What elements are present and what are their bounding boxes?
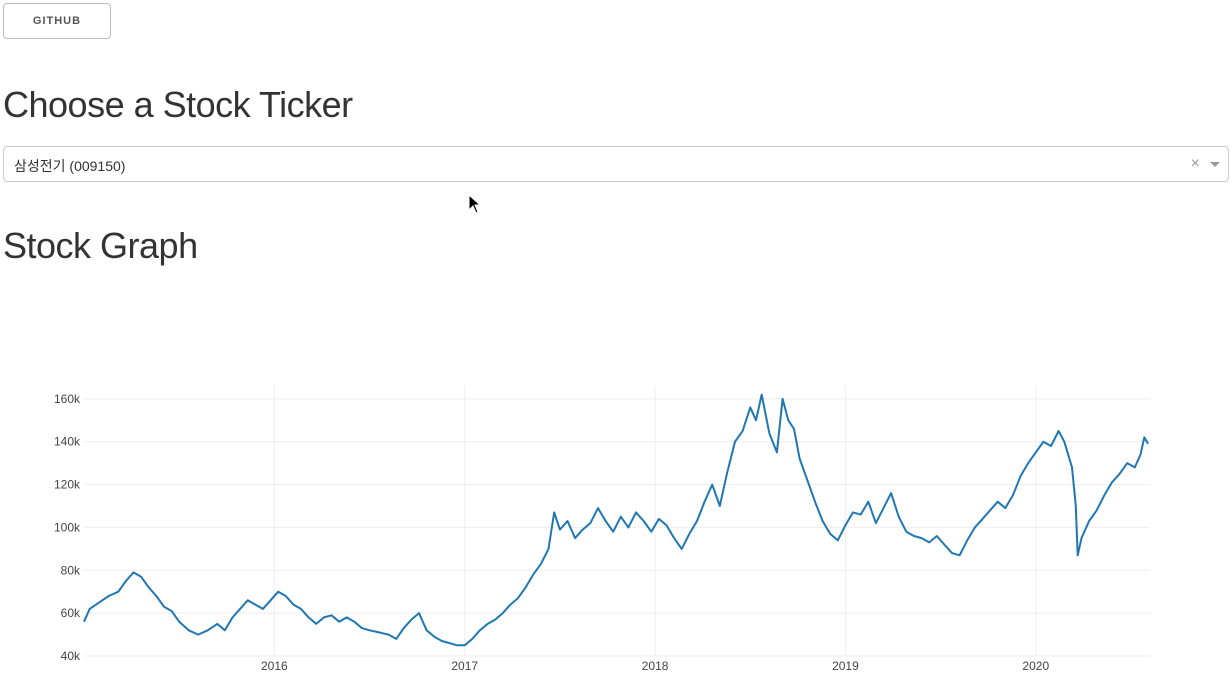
- x-tick-label: 2017: [451, 659, 478, 673]
- stock-line-chart[interactable]: 40k 60k 80k 100k 120k 140k 160k 2016 2017 2018 201…: [0, 380, 1232, 687]
- graph-section-title: Stock Graph: [3, 225, 198, 266]
- clear-icon[interactable]: ×: [1190, 155, 1200, 172]
- y-tick-label: 40k: [61, 649, 81, 663]
- x-tick-label: 2018: [642, 659, 669, 673]
- ticker-selected-value: 삼성전기 (009150): [14, 158, 126, 174]
- y-tick-label: 140k: [54, 435, 81, 449]
- x-tick-label: 2019: [832, 659, 859, 673]
- y-tick-label: 60k: [61, 606, 81, 620]
- chevron-down-icon[interactable]: [1210, 162, 1220, 167]
- y-tick-label: 80k: [61, 563, 81, 577]
- mouse-cursor-icon: [468, 194, 482, 214]
- github-button[interactable]: GITHUB: [3, 3, 111, 39]
- ticker-section-title: Choose a Stock Ticker: [3, 84, 353, 125]
- x-tick-label: 2020: [1022, 659, 1049, 673]
- ticker-dropdown[interactable]: 삼성전기 (009150) ×: [3, 146, 1229, 182]
- y-tick-label: 160k: [54, 392, 81, 406]
- x-tick-label: 2016: [261, 659, 288, 673]
- price-series-line: [83, 393, 1149, 647]
- y-tick-label: 100k: [54, 520, 81, 534]
- y-tick-label: 120k: [54, 478, 81, 492]
